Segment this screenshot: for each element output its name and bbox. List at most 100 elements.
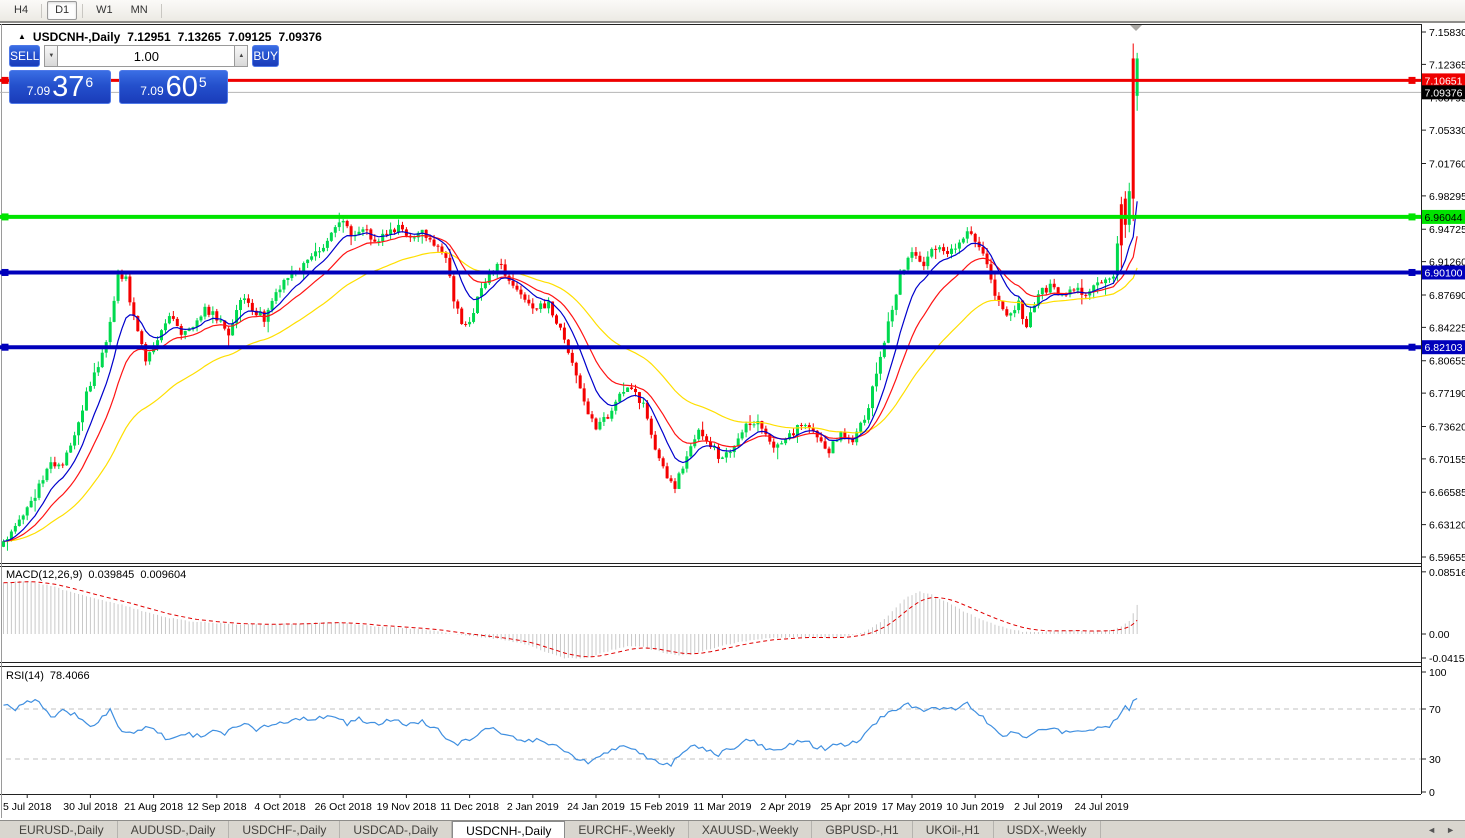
collapse-panel-icon[interactable]: ▲	[18, 31, 26, 41]
macd-value-main: 0.039845	[88, 569, 135, 581]
pane-frames	[0, 22, 1465, 818]
macd-signal-line	[3, 581, 1138, 658]
svg-text:100: 100	[1429, 667, 1447, 679]
chart-title: ▲ USDCNH-,Daily 7.12951 7.13265 7.09125 …	[18, 30, 322, 44]
svg-text:7.15830: 7.15830	[1429, 27, 1465, 39]
svg-text:2 Jan 2019: 2 Jan 2019	[507, 801, 559, 813]
timeframe-button-w1[interactable]: W1	[96, 4, 113, 16]
volume-increase-icon[interactable]: ▲	[234, 45, 249, 67]
svg-text:6.82103: 6.82103	[1425, 342, 1463, 354]
timeframe-toolbar: H4 D1 W1 MN	[0, 0, 1465, 22]
svg-text:6.84225: 6.84225	[1429, 322, 1465, 334]
chart-tab-gbpusd-h1[interactable]: GBPUSD-,H1	[812, 821, 913, 838]
svg-text:70: 70	[1429, 704, 1441, 716]
svg-text:26 Oct 2018: 26 Oct 2018	[315, 801, 372, 813]
toolbar-separator	[41, 3, 43, 18]
svg-text:25 Apr 2019: 25 Apr 2019	[820, 801, 877, 813]
chart-shift-marker-icon[interactable]	[1130, 25, 1142, 31]
chart-tab-ukoil-h1[interactable]: UKOil-,H1	[913, 821, 994, 838]
svg-text:6.70155: 6.70155	[1429, 454, 1465, 466]
timeframe-button-h4[interactable]: H4	[14, 4, 29, 16]
svg-text:19 Nov 2018: 19 Nov 2018	[377, 801, 437, 813]
horizontal-line-objects	[0, 76, 1421, 351]
price-badge	[1422, 73, 1465, 88]
svg-text:6.77190: 6.77190	[1429, 388, 1465, 400]
svg-text:5 Jul 2018: 5 Jul 2018	[3, 801, 52, 813]
ma-line-9	[3, 201, 1138, 542]
tab-scroll-arrows: ◄ ►	[1417, 821, 1465, 838]
svg-text:-0.041597: -0.041597	[1429, 653, 1465, 665]
buy-quote-button[interactable]: 7.09 60 5	[119, 70, 228, 104]
svg-text:7.01760: 7.01760	[1429, 158, 1465, 170]
sell-button[interactable]: SELL	[9, 45, 41, 67]
svg-text:7.12365: 7.12365	[1429, 59, 1465, 71]
svg-text:6.94725: 6.94725	[1429, 224, 1465, 236]
hline-anchor[interactable]	[1408, 76, 1416, 84]
buy-button[interactable]: BUY	[252, 45, 280, 67]
chart-tab-usdcnh-daily[interactable]: USDCNH-,Daily	[452, 821, 566, 838]
svg-text:0: 0	[1429, 787, 1435, 799]
chart-tab-audusd-daily[interactable]: AUDUSD-,Daily	[118, 821, 230, 838]
svg-text:7.05330: 7.05330	[1429, 125, 1465, 137]
buy-price-prefix: 7.09	[140, 84, 164, 98]
svg-text:6.66585: 6.66585	[1429, 487, 1465, 499]
chart-tab-usdx-weekly[interactable]: USDX-,Weekly	[994, 821, 1101, 838]
hline-anchor[interactable]	[1408, 343, 1416, 351]
price-badge	[1422, 85, 1465, 100]
chart-tab-eurusd-daily[interactable]: EURUSD-,Daily	[6, 821, 118, 838]
buy-price-big: 60	[165, 71, 198, 103]
price-axis: 7.158307.123657.087957.053307.017606.982…	[1421, 27, 1465, 799]
price-badge	[1422, 265, 1465, 280]
hline-anchor[interactable]	[1, 213, 9, 221]
timeframe-button-d1[interactable]: D1	[47, 1, 78, 20]
sell-price-pip: 6	[85, 74, 94, 90]
hline-anchor[interactable]	[1, 268, 9, 276]
buy-price-pip: 5	[198, 74, 207, 90]
svg-text:6.73620: 6.73620	[1429, 421, 1465, 433]
macd-label: MACD(12,26,9) 0.039845 0.009604	[6, 569, 186, 581]
candlestick-series	[2, 43, 1139, 551]
chart-tab-eurchf-weekly[interactable]: EURCHF-,Weekly	[565, 821, 689, 838]
svg-text:12 Sep 2018: 12 Sep 2018	[187, 801, 247, 813]
svg-text:17 May 2019: 17 May 2019	[882, 801, 943, 813]
hline-anchor[interactable]	[1408, 268, 1416, 276]
svg-text:0.00: 0.00	[1429, 629, 1450, 641]
tab-scroll-left-icon[interactable]: ◄	[1427, 824, 1437, 835]
ohlc-high: 7.13265	[177, 30, 222, 44]
rsi-name: RSI(14)	[6, 670, 44, 682]
macd-value-signal: 0.009604	[140, 569, 187, 581]
chart-tab-usdchf-daily[interactable]: USDCHF-,Daily	[229, 821, 341, 838]
volume-decrease-icon[interactable]: ▼	[44, 45, 59, 67]
chart-tab-xauusd-weekly[interactable]: XAUUSD-,Weekly	[689, 821, 813, 838]
ma-line-18	[3, 235, 1138, 542]
tab-scroll-right-icon[interactable]: ►	[1446, 824, 1455, 835]
sell-price-prefix: 7.09	[26, 84, 51, 98]
svg-text:6.98295: 6.98295	[1429, 191, 1465, 203]
svg-text:11 Dec 2018: 11 Dec 2018	[440, 801, 499, 813]
svg-text:21 Aug 2018: 21 Aug 2018	[124, 801, 183, 813]
volume-input[interactable]	[58, 45, 235, 67]
hline-anchor[interactable]	[1, 343, 9, 351]
chart-tab-usdcad-daily[interactable]: USDCAD-,Daily	[340, 821, 453, 838]
sell-quote-button[interactable]: 7.09 37 6	[9, 70, 111, 104]
ohlc-low: 7.09125	[228, 30, 272, 44]
svg-text:6.63120: 6.63120	[1429, 520, 1465, 532]
hline-anchor[interactable]	[1408, 213, 1416, 221]
svg-text:30 Jul 2018: 30 Jul 2018	[63, 801, 117, 813]
price-badge	[1422, 340, 1465, 355]
macd-name: MACD(12,26,9)	[6, 569, 83, 581]
toolbar-separator	[82, 3, 84, 18]
svg-text:24 Jan 2019: 24 Jan 2019	[567, 801, 625, 813]
svg-text:0.085164: 0.085164	[1429, 567, 1465, 579]
svg-text:4 Oct 2018: 4 Oct 2018	[254, 801, 306, 813]
price-badge	[1422, 209, 1465, 224]
svg-text:2 Jul 2019: 2 Jul 2019	[1014, 801, 1063, 813]
svg-text:30: 30	[1429, 754, 1441, 766]
svg-text:15 Feb 2019: 15 Feb 2019	[630, 801, 689, 813]
hline-anchor[interactable]	[1, 76, 9, 84]
timeframe-button-mn[interactable]: MN	[130, 4, 148, 16]
sell-price-big: 37	[52, 71, 85, 103]
date-axis: 5 Jul 2018 30 Jul 2018 21 Aug 2018 12 Sep 2…	[3, 794, 1129, 813]
